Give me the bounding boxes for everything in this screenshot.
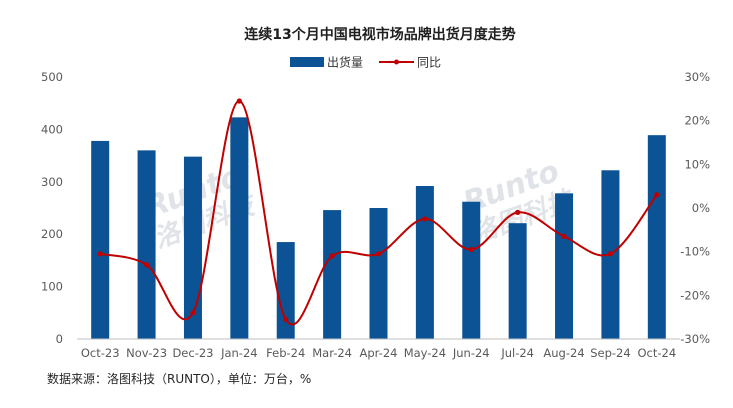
yoy-point <box>329 253 335 259</box>
line-series <box>97 98 660 326</box>
right-tick-label: 30% <box>684 70 710 84</box>
left-tick-label: 100 <box>41 280 63 294</box>
right-tick-label: -30% <box>680 332 710 346</box>
legend-line-label: 同比 <box>417 56 441 70</box>
right-tick-label: -10% <box>680 245 710 259</box>
left-tick-label: 0 <box>56 332 63 346</box>
x-tick-label: Mar-24 <box>312 346 352 360</box>
bar <box>137 150 156 339</box>
yoy-point <box>283 316 289 322</box>
x-tick-label: Jul-24 <box>500 346 534 360</box>
legend-bar-label: 出货量 <box>327 55 363 70</box>
x-tick-label: Oct-24 <box>637 346 676 360</box>
bar <box>183 156 202 339</box>
x-tick-label: Nov-23 <box>126 346 167 360</box>
x-tick-label: Dec-23 <box>172 346 213 360</box>
bar <box>369 208 388 339</box>
yoy-point <box>654 192 660 198</box>
right-tick-label: 20% <box>684 114 710 128</box>
bar <box>91 140 110 339</box>
bar <box>555 193 574 339</box>
yoy-point <box>422 216 428 222</box>
yoy-point <box>375 251 382 257</box>
bar <box>323 210 342 339</box>
bar <box>415 185 434 339</box>
bar <box>462 201 481 339</box>
bar <box>230 117 249 340</box>
x-tick-label: Jan-24 <box>220 346 258 360</box>
source-note: 数据来源：洛图科技（RUNTO），单位：万台，% <box>47 372 312 386</box>
bar <box>647 135 666 339</box>
left-tick-label: 200 <box>41 227 63 241</box>
right-tick-label: 10% <box>684 157 710 171</box>
x-tick-label: May-24 <box>404 346 446 360</box>
left-axis-ticks: 0 100 200 300 400 500 <box>41 70 63 346</box>
left-tick-label: 300 <box>41 175 63 189</box>
legend-bar-swatch <box>290 57 324 67</box>
x-tick-label: Jun-24 <box>452 346 490 360</box>
x-axis-ticks: Oct-23 Nov-23 Dec-23 Jan-24 Feb-24 Mar-24 Apr-… <box>81 346 676 360</box>
yoy-point <box>561 233 567 239</box>
yoy-point <box>97 251 103 257</box>
x-tick-label: Sep-24 <box>590 346 630 360</box>
yoy-point <box>515 209 521 215</box>
yoy-point <box>143 262 150 268</box>
bar <box>508 223 527 339</box>
bar <box>276 242 295 339</box>
yoy-point <box>236 98 242 104</box>
right-axis-ticks: -30% -20% -10% 0% 10% 20% 30% <box>680 70 710 346</box>
left-tick-label: 500 <box>41 70 63 84</box>
x-tick-label: Aug-24 <box>543 346 584 360</box>
right-tick-label: -20% <box>680 288 710 302</box>
chart-title: 连续13个月中国电视市场品牌出货月度走势 <box>244 26 515 43</box>
legend-line-marker <box>394 59 399 65</box>
x-tick-label: Oct-23 <box>81 346 120 360</box>
x-tick-label: Apr-24 <box>360 346 398 360</box>
yoy-point <box>468 246 474 253</box>
yoy-point <box>190 310 196 316</box>
bar-series <box>91 117 666 340</box>
x-tick-label: Feb-24 <box>266 346 305 360</box>
right-tick-label: 0% <box>692 201 710 215</box>
left-tick-label: 400 <box>41 122 63 136</box>
yoy-point <box>607 251 614 257</box>
legend: 出货量 同比 <box>290 55 441 70</box>
